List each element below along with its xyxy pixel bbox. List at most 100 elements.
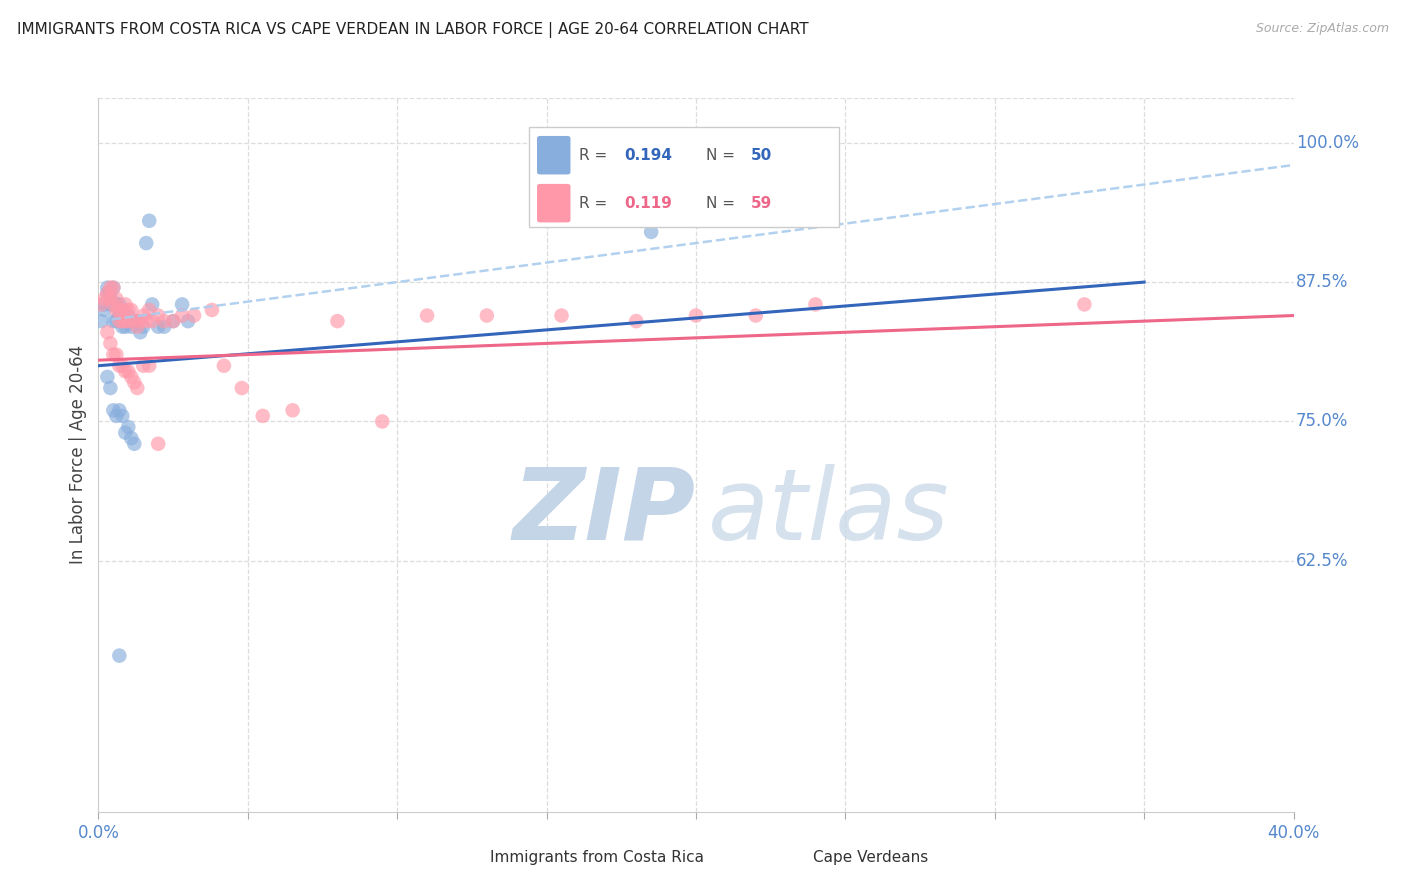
Point xyxy=(98,286,122,301)
Point xyxy=(90,297,112,311)
Point xyxy=(162,314,184,328)
Point xyxy=(153,314,176,328)
Point xyxy=(117,314,139,328)
Point xyxy=(105,297,128,311)
Point xyxy=(281,403,304,417)
Point xyxy=(138,303,160,318)
Point xyxy=(96,369,118,384)
Point xyxy=(132,319,155,334)
Point xyxy=(120,303,142,318)
Text: 100.0%: 100.0% xyxy=(1296,134,1360,152)
Point xyxy=(103,403,125,417)
Point xyxy=(475,309,498,323)
Point xyxy=(138,359,160,373)
Point xyxy=(114,314,136,328)
Point xyxy=(108,403,131,417)
Point xyxy=(141,297,163,311)
Point xyxy=(96,326,118,340)
Text: R =: R = xyxy=(579,148,612,162)
Point xyxy=(117,309,139,323)
Point xyxy=(162,314,184,328)
Point xyxy=(745,309,768,323)
Point xyxy=(124,376,146,390)
Point xyxy=(129,314,152,328)
Text: 50: 50 xyxy=(751,148,772,162)
Point xyxy=(124,314,146,328)
Point xyxy=(98,336,122,351)
Point xyxy=(416,309,439,323)
Point xyxy=(105,292,128,306)
Point xyxy=(114,319,136,334)
Point xyxy=(111,303,134,318)
Point xyxy=(201,303,224,318)
Point xyxy=(103,297,125,311)
Point xyxy=(132,309,155,323)
Point xyxy=(108,314,131,328)
Point xyxy=(117,420,139,434)
Text: 0.194: 0.194 xyxy=(624,148,672,162)
Point xyxy=(135,314,157,328)
Point xyxy=(108,359,131,373)
Point xyxy=(120,319,142,334)
Point xyxy=(231,381,253,395)
Text: Cape Verdeans: Cape Verdeans xyxy=(813,850,928,865)
Point xyxy=(108,309,131,323)
Point xyxy=(124,437,146,451)
Point xyxy=(172,297,194,311)
Point xyxy=(804,297,827,311)
Point xyxy=(117,303,139,318)
Point xyxy=(98,292,122,306)
Point xyxy=(138,213,160,227)
Point xyxy=(114,425,136,440)
Point xyxy=(103,281,125,295)
Point xyxy=(124,314,146,328)
Point xyxy=(120,369,142,384)
Point xyxy=(371,414,394,429)
Text: Source: ZipAtlas.com: Source: ZipAtlas.com xyxy=(1256,22,1389,36)
Point xyxy=(127,314,149,328)
Point xyxy=(550,309,572,323)
Text: N =: N = xyxy=(706,148,740,162)
Point xyxy=(103,281,125,295)
Point xyxy=(172,309,194,323)
Point xyxy=(117,364,139,378)
Point xyxy=(114,297,136,311)
Text: 59: 59 xyxy=(751,195,772,211)
Point xyxy=(108,303,131,318)
Point xyxy=(624,314,647,328)
Point xyxy=(640,225,662,239)
Point xyxy=(93,303,115,318)
Point xyxy=(98,297,122,311)
Point xyxy=(105,314,128,328)
Point xyxy=(183,309,205,323)
Point xyxy=(141,314,163,328)
Point xyxy=(117,314,139,328)
Point xyxy=(129,326,152,340)
Point xyxy=(105,409,128,423)
Point xyxy=(127,319,149,334)
FancyBboxPatch shape xyxy=(537,184,571,222)
Text: atlas: atlas xyxy=(709,464,949,560)
FancyBboxPatch shape xyxy=(776,842,810,873)
Text: 62.5%: 62.5% xyxy=(1296,552,1348,570)
Text: IMMIGRANTS FROM COSTA RICA VS CAPE VERDEAN IN LABOR FORCE | AGE 20-64 CORRELATIO: IMMIGRANTS FROM COSTA RICA VS CAPE VERDE… xyxy=(17,22,808,38)
Point xyxy=(108,648,131,663)
Point xyxy=(93,297,115,311)
Point xyxy=(98,292,122,306)
Point xyxy=(96,286,118,301)
Point xyxy=(177,314,200,328)
Point xyxy=(148,319,170,334)
Point xyxy=(98,281,122,295)
Point xyxy=(96,286,118,301)
Point xyxy=(111,409,134,423)
Point xyxy=(96,281,118,295)
Text: Immigrants from Costa Rica: Immigrants from Costa Rica xyxy=(491,850,704,865)
Point xyxy=(114,364,136,378)
Point xyxy=(120,431,142,445)
Point xyxy=(326,314,349,328)
Point xyxy=(111,359,134,373)
Point xyxy=(111,314,134,328)
FancyBboxPatch shape xyxy=(453,842,486,873)
Text: ZIP: ZIP xyxy=(513,464,696,560)
Point xyxy=(111,319,134,334)
